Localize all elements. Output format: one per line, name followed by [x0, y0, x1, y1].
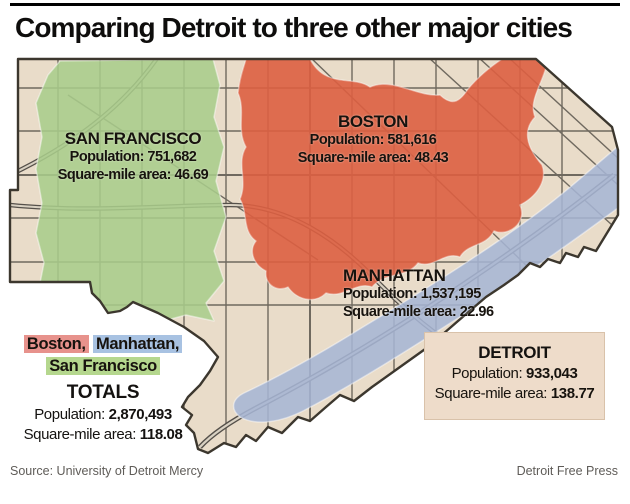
boston-label: BOSTON Population: 581,616 Square-mile a…: [283, 111, 463, 168]
detroit-population-value: 933,043: [526, 365, 578, 383]
detroit-area: Square-mile area: 138.77: [425, 384, 604, 404]
detroit-area-label: Square-mile area:: [434, 385, 548, 403]
detroit-city-map: [8, 55, 622, 457]
totals-area: Square-mile area: 118.08: [10, 425, 196, 445]
top-rule: [10, 3, 620, 6]
boston-population: Population: 581,616: [309, 132, 437, 149]
totals-cities-line2: San Francisco: [10, 356, 196, 378]
san-francisco-area: Square-mile area: 46.69: [57, 167, 209, 184]
manhattan-population: Population: 1,537,195: [343, 286, 481, 303]
map-svg: [8, 57, 620, 455]
credit-text: Detroit Free Press: [516, 464, 618, 478]
totals-population-label: Population:: [34, 406, 105, 424]
totals-heading: TOTALS: [66, 381, 140, 403]
detroit-population-label: Population:: [451, 365, 523, 383]
detroit-stat-box: DETROIT Population: 933,043 Square-mile …: [424, 332, 605, 420]
totals-population: Population: 2,870,493: [10, 405, 196, 425]
manhattan-area-overlay: [232, 142, 618, 423]
detroit-name: DETROIT: [478, 343, 551, 362]
source-text: Source: University of Detroit Mercy: [10, 464, 204, 478]
boston-area-overlay: [237, 59, 549, 301]
boston-area: Square-mile area: 48.43: [297, 150, 449, 167]
detroit-area-value: 138.77: [550, 385, 595, 403]
san-francisco-name: SAN FRANCISCO: [64, 129, 202, 148]
totals-area-label: Square-mile area:: [23, 425, 137, 443]
totals-boston-highlight: Boston,: [23, 335, 89, 353]
city-overlays: [35, 59, 618, 423]
totals-manhattan-highlight: Manhattan,: [92, 335, 183, 353]
boston-name: BOSTON: [337, 112, 409, 131]
page-title: Comparing Detroit to three other major c…: [15, 12, 573, 43]
manhattan-area: Square-mile area: 22.96: [343, 304, 494, 321]
san-francisco-population: Population: 751,682: [69, 149, 197, 166]
san-francisco-label: SAN FRANCISCO Population: 751,682 Square…: [38, 128, 228, 185]
manhattan-label: MANHATTAN Population: 1,537,195 Square-m…: [343, 265, 523, 322]
totals-area-value: 118.08: [139, 425, 183, 443]
detroit-population: Population: 933,043: [425, 364, 604, 384]
san-francisco-area-overlay: [35, 59, 227, 324]
totals-san-francisco-highlight: San Francisco: [46, 356, 160, 375]
totals-population-value: 2,870,493: [108, 406, 173, 424]
manhattan-name: MANHATTAN: [343, 266, 446, 285]
totals-box: Boston, Manhattan, San Francisco TOTALS …: [10, 334, 196, 444]
detroit-city-boundary: [8, 57, 620, 455]
totals-cities-line1: Boston, Manhattan,: [10, 334, 196, 356]
